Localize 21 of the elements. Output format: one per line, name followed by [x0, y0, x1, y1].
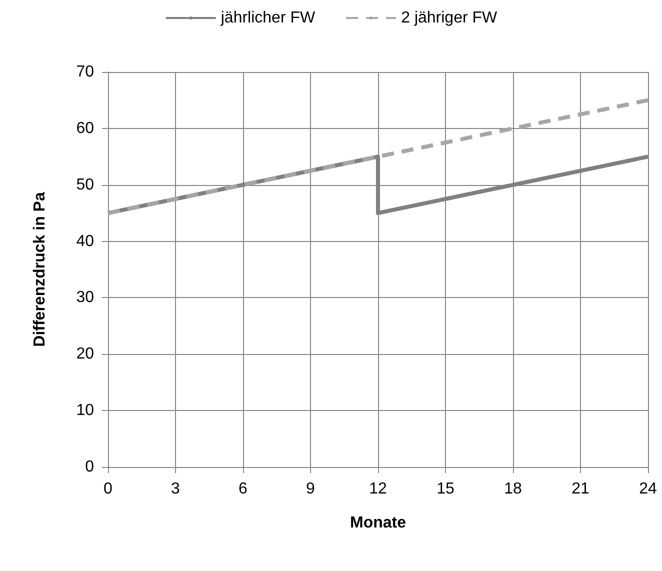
x-tick-label: 18: [504, 480, 522, 498]
y-tick-label: 50: [76, 176, 94, 194]
x-tick-label: 9: [306, 480, 316, 498]
x-tick-label: 15: [436, 480, 454, 498]
y-tick-label: 30: [76, 289, 94, 306]
y-tick-label: 0: [85, 458, 94, 476]
legend-label: jährlicher FW: [220, 10, 316, 26]
y-tick-label: 20: [76, 346, 94, 363]
y-axis-title: Differenzdruck in Pa: [32, 192, 48, 347]
legend-label: 2 jähriger FW: [401, 10, 498, 26]
x-tick-label: 6: [238, 480, 248, 498]
x-tick-label: 3: [171, 480, 180, 498]
x-axis-title: Monate: [350, 514, 406, 532]
y-tick-label: 60: [76, 120, 94, 137]
x-tick-label: 24: [639, 480, 657, 498]
y-tick-label: 40: [76, 232, 94, 250]
x-tick-label: 12: [369, 480, 387, 498]
x-tick-label: 21: [572, 480, 590, 498]
y-tick-label: 70: [76, 64, 94, 80]
y-tick-label: 10: [76, 402, 94, 420]
x-tick-label: 0: [104, 480, 113, 498]
